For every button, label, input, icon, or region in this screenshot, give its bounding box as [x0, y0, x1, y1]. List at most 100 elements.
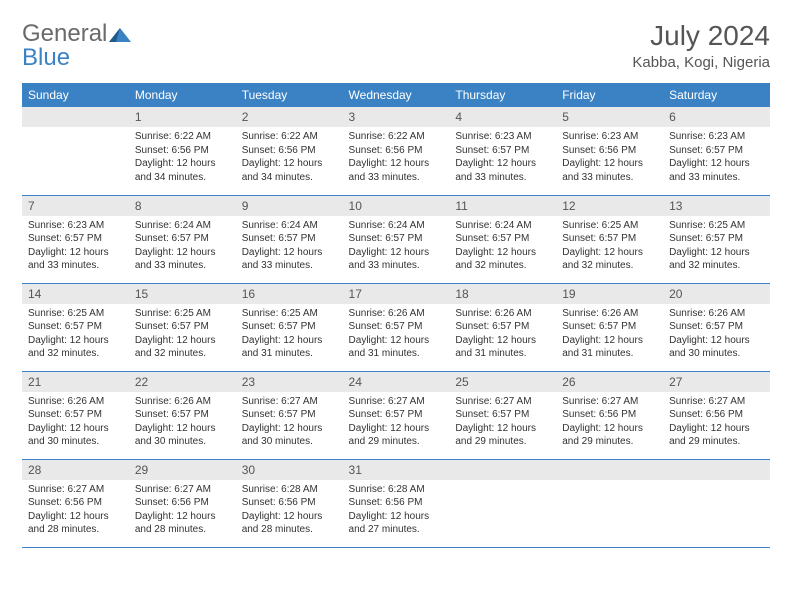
sunset-text: Sunset: 6:57 PM — [135, 320, 230, 334]
calendar-row: 21Sunrise: 6:26 AMSunset: 6:57 PMDayligh… — [22, 371, 770, 459]
calendar-cell: 9Sunrise: 6:24 AMSunset: 6:57 PMDaylight… — [236, 195, 343, 283]
calendar-head: SundayMondayTuesdayWednesdayThursdayFrid… — [22, 83, 770, 107]
calendar-cell: 26Sunrise: 6:27 AMSunset: 6:56 PMDayligh… — [556, 371, 663, 459]
daylight-text: Daylight: 12 hours and 33 minutes. — [669, 157, 764, 184]
calendar-cell: 1Sunrise: 6:22 AMSunset: 6:56 PMDaylight… — [129, 107, 236, 195]
weekday-header: Sunday — [22, 83, 129, 107]
brand-part2: Blue — [22, 44, 70, 72]
calendar-cell: 28Sunrise: 6:27 AMSunset: 6:56 PMDayligh… — [22, 459, 129, 547]
sunrise-text: Sunrise: 6:27 AM — [455, 395, 550, 409]
sunset-text: Sunset: 6:56 PM — [562, 144, 657, 158]
day-number: 6 — [663, 107, 770, 127]
sunrise-text: Sunrise: 6:25 AM — [242, 307, 337, 321]
sunrise-text: Sunrise: 6:24 AM — [349, 219, 444, 233]
daylight-text: Daylight: 12 hours and 29 minutes. — [455, 422, 550, 449]
calendar-cell: 30Sunrise: 6:28 AMSunset: 6:56 PMDayligh… — [236, 459, 343, 547]
calendar-cell: 27Sunrise: 6:27 AMSunset: 6:56 PMDayligh… — [663, 371, 770, 459]
daylight-text: Daylight: 12 hours and 31 minutes. — [349, 334, 444, 361]
calendar-cell: 24Sunrise: 6:27 AMSunset: 6:57 PMDayligh… — [343, 371, 450, 459]
day-number: 14 — [22, 284, 129, 304]
sunrise-text: Sunrise: 6:23 AM — [562, 130, 657, 144]
day-number: 11 — [449, 196, 556, 216]
day-number: 4 — [449, 107, 556, 127]
day-content: Sunrise: 6:22 AMSunset: 6:56 PMDaylight:… — [129, 127, 236, 187]
day-number — [22, 107, 129, 127]
sunrise-text: Sunrise: 6:27 AM — [349, 395, 444, 409]
sunrise-text: Sunrise: 6:26 AM — [28, 395, 123, 409]
daylight-text: Daylight: 12 hours and 32 minutes. — [562, 246, 657, 273]
day-content: Sunrise: 6:22 AMSunset: 6:56 PMDaylight:… — [236, 127, 343, 187]
day-number: 13 — [663, 196, 770, 216]
day-content: Sunrise: 6:26 AMSunset: 6:57 PMDaylight:… — [449, 304, 556, 364]
calendar-table: SundayMondayTuesdayWednesdayThursdayFrid… — [22, 83, 770, 548]
daylight-text: Daylight: 12 hours and 33 minutes. — [242, 246, 337, 273]
sunset-text: Sunset: 6:57 PM — [242, 320, 337, 334]
day-content: Sunrise: 6:28 AMSunset: 6:56 PMDaylight:… — [343, 480, 450, 540]
day-content: Sunrise: 6:23 AMSunset: 6:57 PMDaylight:… — [22, 216, 129, 276]
sunset-text: Sunset: 6:57 PM — [349, 232, 444, 246]
day-content: Sunrise: 6:25 AMSunset: 6:57 PMDaylight:… — [236, 304, 343, 364]
daylight-text: Daylight: 12 hours and 31 minutes. — [455, 334, 550, 361]
calendar-cell: 21Sunrise: 6:26 AMSunset: 6:57 PMDayligh… — [22, 371, 129, 459]
sunrise-text: Sunrise: 6:24 AM — [242, 219, 337, 233]
day-content: Sunrise: 6:22 AMSunset: 6:56 PMDaylight:… — [343, 127, 450, 187]
day-number: 5 — [556, 107, 663, 127]
calendar-cell: 22Sunrise: 6:26 AMSunset: 6:57 PMDayligh… — [129, 371, 236, 459]
day-number: 10 — [343, 196, 450, 216]
daylight-text: Daylight: 12 hours and 30 minutes. — [135, 422, 230, 449]
calendar-cell: 2Sunrise: 6:22 AMSunset: 6:56 PMDaylight… — [236, 107, 343, 195]
sunrise-text: Sunrise: 6:27 AM — [135, 483, 230, 497]
sunrise-text: Sunrise: 6:24 AM — [135, 219, 230, 233]
day-content: Sunrise: 6:27 AMSunset: 6:56 PMDaylight:… — [22, 480, 129, 540]
calendar-body: 1Sunrise: 6:22 AMSunset: 6:56 PMDaylight… — [22, 107, 770, 547]
daylight-text: Daylight: 12 hours and 31 minutes. — [242, 334, 337, 361]
day-number: 21 — [22, 372, 129, 392]
sunset-text: Sunset: 6:57 PM — [669, 320, 764, 334]
sunrise-text: Sunrise: 6:25 AM — [28, 307, 123, 321]
day-number: 18 — [449, 284, 556, 304]
calendar-cell: 16Sunrise: 6:25 AMSunset: 6:57 PMDayligh… — [236, 283, 343, 371]
daylight-text: Daylight: 12 hours and 34 minutes. — [242, 157, 337, 184]
calendar-cell: 12Sunrise: 6:25 AMSunset: 6:57 PMDayligh… — [556, 195, 663, 283]
sunset-text: Sunset: 6:57 PM — [242, 408, 337, 422]
calendar-row: 7Sunrise: 6:23 AMSunset: 6:57 PMDaylight… — [22, 195, 770, 283]
title-block: July 2024 Kabba, Kogi, Nigeria — [632, 20, 770, 71]
daylight-text: Daylight: 12 hours and 29 minutes. — [669, 422, 764, 449]
day-content: Sunrise: 6:23 AMSunset: 6:57 PMDaylight:… — [663, 127, 770, 187]
day-number: 31 — [343, 460, 450, 480]
weekday-header: Wednesday — [343, 83, 450, 107]
calendar-row: 14Sunrise: 6:25 AMSunset: 6:57 PMDayligh… — [22, 283, 770, 371]
sunrise-text: Sunrise: 6:27 AM — [669, 395, 764, 409]
calendar-cell: 25Sunrise: 6:27 AMSunset: 6:57 PMDayligh… — [449, 371, 556, 459]
day-number: 1 — [129, 107, 236, 127]
day-content: Sunrise: 6:23 AMSunset: 6:56 PMDaylight:… — [556, 127, 663, 187]
calendar-cell: 20Sunrise: 6:26 AMSunset: 6:57 PMDayligh… — [663, 283, 770, 371]
sunset-text: Sunset: 6:56 PM — [349, 496, 444, 510]
sunrise-text: Sunrise: 6:24 AM — [455, 219, 550, 233]
sunset-text: Sunset: 6:56 PM — [28, 496, 123, 510]
sunset-text: Sunset: 6:56 PM — [242, 496, 337, 510]
day-content: Sunrise: 6:25 AMSunset: 6:57 PMDaylight:… — [22, 304, 129, 364]
sunset-text: Sunset: 6:57 PM — [455, 144, 550, 158]
day-content: Sunrise: 6:24 AMSunset: 6:57 PMDaylight:… — [449, 216, 556, 276]
weekday-header: Friday — [556, 83, 663, 107]
location-subtitle: Kabba, Kogi, Nigeria — [632, 54, 770, 71]
daylight-text: Daylight: 12 hours and 33 minutes. — [349, 157, 444, 184]
day-number: 24 — [343, 372, 450, 392]
sunset-text: Sunset: 6:57 PM — [242, 232, 337, 246]
sunset-text: Sunset: 6:56 PM — [135, 144, 230, 158]
daylight-text: Daylight: 12 hours and 33 minutes. — [135, 246, 230, 273]
daylight-text: Daylight: 12 hours and 30 minutes. — [28, 422, 123, 449]
day-content: Sunrise: 6:25 AMSunset: 6:57 PMDaylight:… — [129, 304, 236, 364]
day-content: Sunrise: 6:24 AMSunset: 6:57 PMDaylight:… — [236, 216, 343, 276]
weekday-header: Thursday — [449, 83, 556, 107]
page-header: General July 2024 Kabba, Kogi, Nigeria — [22, 20, 770, 71]
calendar-cell: 5Sunrise: 6:23 AMSunset: 6:56 PMDaylight… — [556, 107, 663, 195]
day-content: Sunrise: 6:26 AMSunset: 6:57 PMDaylight:… — [22, 392, 129, 452]
sunset-text: Sunset: 6:57 PM — [28, 320, 123, 334]
sunrise-text: Sunrise: 6:22 AM — [242, 130, 337, 144]
sunrise-text: Sunrise: 6:26 AM — [669, 307, 764, 321]
sunrise-text: Sunrise: 6:25 AM — [135, 307, 230, 321]
sunrise-text: Sunrise: 6:22 AM — [135, 130, 230, 144]
calendar-cell: 11Sunrise: 6:24 AMSunset: 6:57 PMDayligh… — [449, 195, 556, 283]
